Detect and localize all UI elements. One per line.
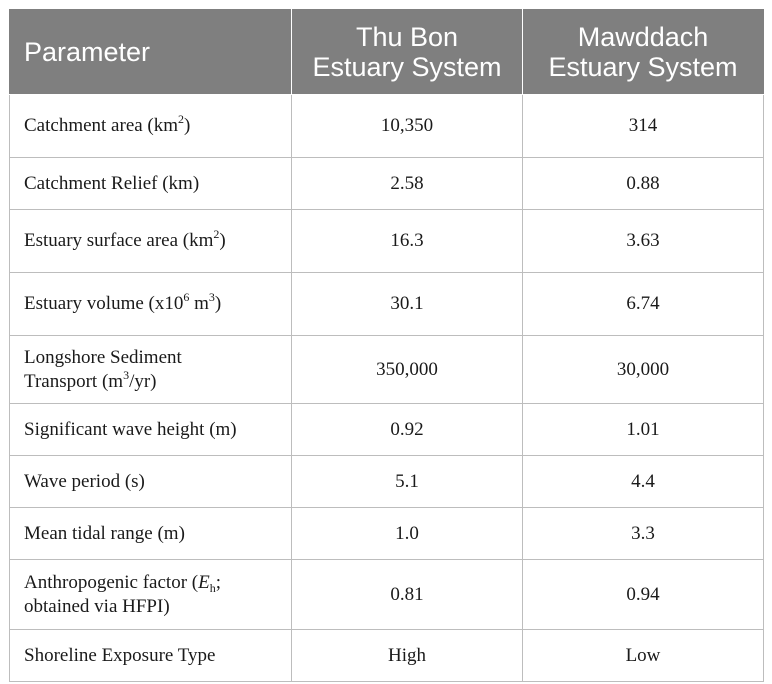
cell-thu-bon: 0.92 <box>291 403 523 456</box>
cell-mawddach: 0.94 <box>522 559 764 630</box>
cell-parameter: Shoreline Exposure Type <box>9 629 292 682</box>
cell-thu-bon: 350,000 <box>291 335 523 404</box>
cell-mawddach: 314 <box>522 94 764 158</box>
table-row-longshore-sediment: Longshore Sediment Transport (m3/yr) 350,… <box>9 335 764 404</box>
table-row-significant-wave-height: Significant wave height (m) 0.92 1.01 <box>9 403 764 456</box>
table-row-catchment-relief: Catchment Relief (km) 2.58 0.88 <box>9 157 764 210</box>
cell-thu-bon: 10,350 <box>291 94 523 158</box>
cell-mawddach: 3.63 <box>522 209 764 273</box>
table-row-shoreline-exposure: Shoreline Exposure Type High Low <box>9 629 764 682</box>
cell-parameter: Estuary surface area (km2) <box>9 209 292 273</box>
cell-mawddach: 30,000 <box>522 335 764 404</box>
cell-mawddach: 4.4 <box>522 455 764 508</box>
estuary-comparison-table: Parameter Thu Bon Estuary System Mawddach… <box>9 9 764 682</box>
cell-parameter: Mean tidal range (m) <box>9 507 292 560</box>
cell-parameter: Catchment area (km2) <box>9 94 292 158</box>
cell-mawddach: 3.3 <box>522 507 764 560</box>
table-row-catchment-area: Catchment area (km2) 10,350 314 <box>9 94 764 158</box>
cell-mawddach: Low <box>522 629 764 682</box>
header-mawddach: Mawddach Estuary System <box>522 9 764 95</box>
cell-parameter: Anthropogenic factor (Eh; obtained via HF… <box>9 559 292 630</box>
table-row-wave-period: Wave period (s) 5.1 4.4 <box>9 455 764 508</box>
cell-thu-bon: 0.81 <box>291 559 523 630</box>
cell-parameter: Significant wave height (m) <box>9 403 292 456</box>
table-header-row: Parameter Thu Bon Estuary System Mawddach… <box>9 9 764 95</box>
cell-thu-bon: 1.0 <box>291 507 523 560</box>
cell-mawddach: 6.74 <box>522 272 764 336</box>
cell-parameter: Catchment Relief (km) <box>9 157 292 210</box>
cell-thu-bon: 30.1 <box>291 272 523 336</box>
header-parameter: Parameter <box>9 9 292 95</box>
table-row-estuary-volume: Estuary volume (x106 m3) 30.1 6.74 <box>9 272 764 336</box>
cell-mawddach: 1.01 <box>522 403 764 456</box>
cell-thu-bon: 16.3 <box>291 209 523 273</box>
cell-parameter: Longshore Sediment Transport (m3/yr) <box>9 335 292 404</box>
header-thu-bon: Thu Bon Estuary System <box>291 9 523 95</box>
cell-thu-bon: High <box>291 629 523 682</box>
table-row-mean-tidal-range: Mean tidal range (m) 1.0 3.3 <box>9 507 764 560</box>
cell-mawddach: 0.88 <box>522 157 764 210</box>
cell-thu-bon: 2.58 <box>291 157 523 210</box>
cell-parameter: Wave period (s) <box>9 455 292 508</box>
table-row-estuary-surface-area: Estuary surface area (km2) 16.3 3.63 <box>9 209 764 273</box>
cell-thu-bon: 5.1 <box>291 455 523 508</box>
comparison-table-container: Parameter Thu Bon Estuary System Mawddach… <box>9 9 764 682</box>
table-row-anthropogenic-factor: Anthropogenic factor (Eh; obtained via HF… <box>9 559 764 630</box>
cell-parameter: Estuary volume (x106 m3) <box>9 272 292 336</box>
